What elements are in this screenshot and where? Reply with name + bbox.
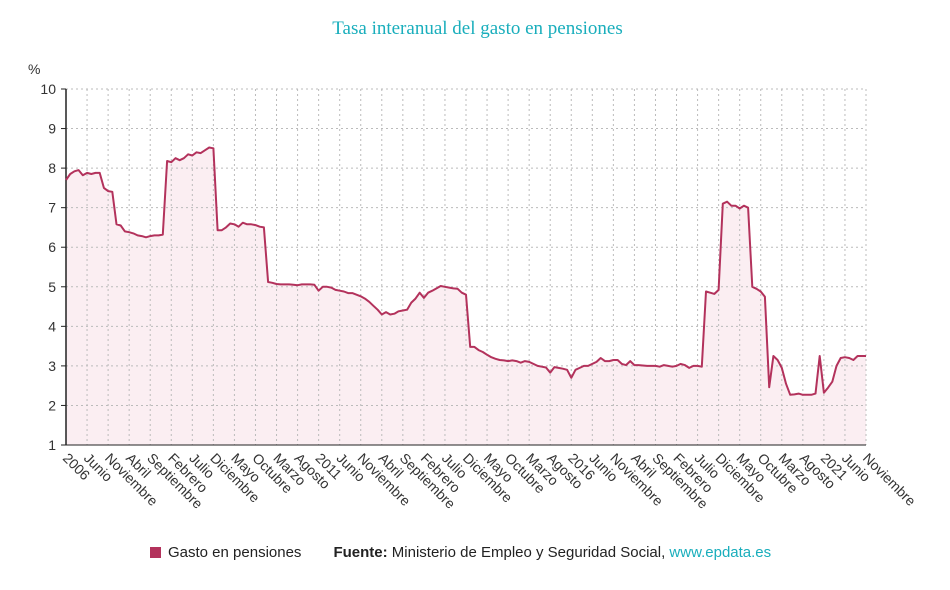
y-tick-label: 7 xyxy=(48,200,56,216)
x-tick-label: Noviembre xyxy=(860,450,919,509)
legend-swatch xyxy=(150,547,161,558)
y-tick-label: 10 xyxy=(40,81,56,97)
y-tick-label: 1 xyxy=(48,437,56,453)
legend-label: Gasto en pensiones xyxy=(168,544,302,561)
source-link[interactable]: www.epdata.es xyxy=(669,544,772,561)
y-tick-label: 8 xyxy=(48,160,56,176)
legend: Gasto en pensiones Fuente: Ministerio de… xyxy=(150,544,771,561)
source-text: Ministerio de Empleo y Seguridad Social, xyxy=(387,544,670,561)
y-tick-label: 3 xyxy=(48,358,56,374)
y-axis-unit: % xyxy=(28,61,40,77)
source-note: Fuente: Ministerio de Empleo y Seguridad… xyxy=(333,544,771,561)
y-tick-label: 2 xyxy=(48,397,56,413)
chart-title: Tasa interanual del gasto en pensiones xyxy=(332,18,623,39)
y-tick-label: 4 xyxy=(48,318,56,334)
source-label: Fuente: xyxy=(333,544,388,561)
area-chart: 12345678910%2006JunioNoviembreAbrilSepti… xyxy=(28,61,919,512)
y-tick-label: 9 xyxy=(48,121,56,137)
y-tick-label: 6 xyxy=(48,239,56,255)
series-line-gasto-en-pensiones xyxy=(65,146,866,396)
y-tick-label: 5 xyxy=(48,279,56,295)
